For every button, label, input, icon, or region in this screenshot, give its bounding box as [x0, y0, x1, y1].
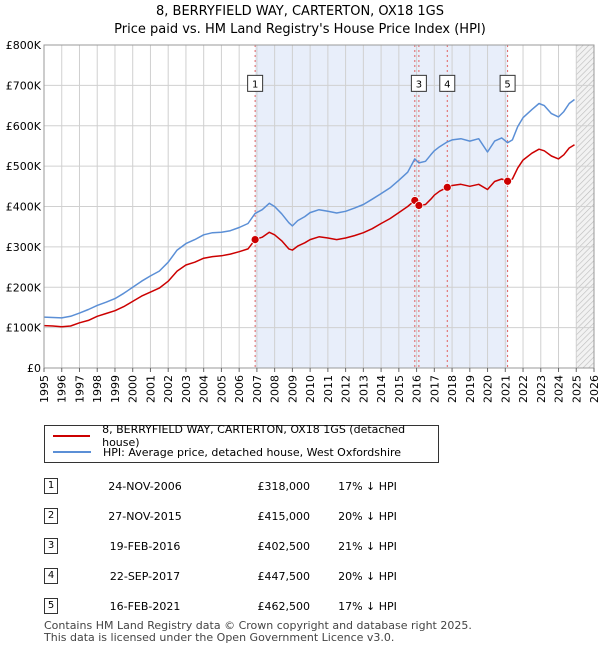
x-tick-label: 2022: [517, 375, 530, 403]
table-row: 5 16-FEB-2021 £462,500 17% ↓ HPI: [44, 591, 425, 621]
sale-number-badge: 3: [44, 538, 58, 554]
sale-marker-label: 3: [416, 79, 422, 90]
price-chart: 1 3 4 5 £0 £100K £200K £300K £400K £500K £600K £70…: [6, 39, 600, 403]
legend-item-property: 8, BERRYFIELD WAY, CARTERTON, OX18 1GS (…: [53, 423, 438, 449]
sale-point: [414, 201, 424, 210]
y-tick-label: £400K: [6, 201, 42, 214]
sale-hpi-diff: 21% ↓ HPI: [338, 539, 397, 553]
x-tick-label: 2013: [357, 375, 370, 403]
sale-number-badge: 5: [44, 598, 58, 614]
y-tick-label: £800K: [6, 39, 42, 52]
sales-table: 1 24-NOV-2006 £318,000 17% ↓ HPI 2 27-NO…: [44, 471, 425, 621]
x-tick-label: 2004: [198, 375, 211, 403]
x-tick-label: 2007: [251, 375, 264, 403]
sale-point: [503, 176, 512, 186]
x-tick-label: 2026: [588, 375, 600, 403]
chart-subtitle: Price paid vs. HM Land Registry's House …: [114, 22, 486, 37]
x-tick-label: 2010: [304, 375, 317, 403]
sale-hpi-diff: 17% ↓ HPI: [338, 599, 397, 613]
table-row: 3 19-FEB-2016 £402,500 21% ↓ HPI: [44, 531, 425, 561]
sale-marker-label: 5: [504, 79, 510, 90]
legend-label-hpi: HPI: Average price, detached house, West…: [103, 445, 402, 459]
x-tick-label: 2002: [162, 375, 175, 403]
legend-label-property: 8, BERRYFIELD WAY, CARTERTON, OX18 1GS (…: [102, 423, 406, 449]
x-tick-label: 2023: [535, 375, 548, 403]
sale-hpi-diff: 20% ↓ HPI: [338, 509, 397, 523]
x-tick-label: 2006: [233, 375, 246, 403]
x-tick-label: 2001: [144, 375, 157, 403]
y-tick-label: £700K: [6, 79, 42, 92]
y-tick-label: £300K: [6, 241, 42, 254]
x-tick-label: 2008: [269, 375, 282, 403]
x-tick-label: 2020: [482, 375, 495, 403]
x-tick-label: 2018: [446, 375, 459, 403]
legend-swatch-hpi: [53, 451, 91, 453]
x-tick-label: 2021: [499, 375, 512, 403]
y-tick-label: £500K: [6, 160, 42, 173]
x-tick-label: 1997: [73, 375, 86, 403]
footer: Contains HM Land Registry data © Crown c…: [44, 620, 472, 644]
y-tick-label: £600K: [6, 120, 42, 133]
sale-number-badge: 2: [44, 508, 58, 524]
plot-frame: [43, 44, 595, 369]
sale-marker-box: [410, 74, 427, 92]
x-tick-label: 2015: [393, 375, 406, 403]
x-tick-label: 1995: [38, 375, 51, 403]
footer-copyright: Contains HM Land Registry data © Crown c…: [44, 619, 472, 632]
legend-swatch-property: [53, 435, 91, 437]
legend-item-hpi: HPI: Average price, detached house, West…: [53, 444, 401, 460]
x-tick-label: 2000: [127, 375, 140, 403]
sale-date: 16-FEB-2021: [109, 599, 181, 613]
table-row: 1 24-NOV-2006 £318,000 17% ↓ HPI: [44, 471, 425, 501]
sale-marker-label: 1: [252, 79, 258, 90]
x-tick-label: 2017: [428, 375, 441, 403]
x-tick-label: 2005: [215, 375, 228, 403]
sale-point: [442, 182, 452, 192]
x-tick-label: 2016: [411, 375, 424, 403]
x-tick-label: 1996: [56, 375, 69, 403]
sale-marker-box: [439, 74, 456, 92]
chart-title: 8, BERRYFIELD WAY, CARTERTON, OX18 1GS: [155, 4, 445, 19]
x-tick-label: 2009: [286, 375, 299, 403]
sale-number-badge: 4: [44, 568, 58, 584]
x-tick-label: 2025: [570, 375, 583, 403]
table-row: 4 22-SEP-2017 £447,500 20% ↓ HPI: [44, 561, 425, 591]
sale-point: [250, 235, 260, 245]
x-tick-label: 1998: [91, 375, 104, 403]
table-row: 2 27-NOV-2015 £415,000 20% ↓ HPI: [44, 501, 425, 531]
x-tick-label: 1999: [109, 375, 122, 403]
sale-marker-box: [247, 74, 264, 92]
sale-price: £447,500: [257, 569, 311, 583]
sale-date: 27-NOV-2015: [108, 509, 182, 523]
x-tick-label: 2003: [180, 375, 193, 403]
x-tick-label: 2024: [553, 375, 566, 403]
sale-number-badge: 1: [44, 478, 58, 494]
y-tick-label: £100K: [6, 322, 42, 335]
sale-marker-label: 4: [444, 79, 450, 90]
sale-price: £462,500: [257, 599, 311, 613]
y-tick-label: £200K: [6, 281, 42, 294]
sale-date: 19-FEB-2016: [109, 539, 181, 553]
x-tick-label: 2012: [340, 375, 353, 403]
hpi-line: [44, 98, 575, 319]
sale-date: 24-NOV-2006: [108, 479, 182, 493]
x-tick-label: 2014: [375, 375, 388, 403]
sale-price: £318,000: [257, 479, 311, 493]
y-tick-label: £0: [27, 362, 41, 375]
sale-price: £402,500: [257, 539, 311, 553]
sale-hpi-diff: 17% ↓ HPI: [338, 479, 397, 493]
legend: 8, BERRYFIELD WAY, CARTERTON, OX18 1GS (…: [44, 423, 439, 463]
sale-price: £415,000: [257, 509, 311, 523]
x-tick-label: 2011: [322, 375, 335, 403]
sale-date: 22-SEP-2017: [109, 569, 181, 583]
sale-hpi-diff: 20% ↓ HPI: [338, 569, 397, 583]
sale-marker-box: [499, 74, 516, 92]
x-tick-label: 2019: [464, 375, 477, 403]
footer-licence: This data is licensed under the Open Gov…: [44, 631, 395, 644]
